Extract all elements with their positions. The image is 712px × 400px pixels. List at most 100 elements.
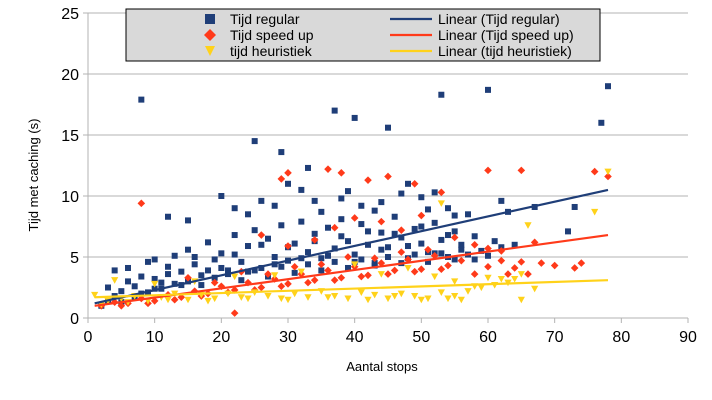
data-point <box>251 267 258 274</box>
data-point <box>570 264 579 272</box>
x-tick-label: 10 <box>146 329 164 346</box>
data-point <box>125 264 131 271</box>
data-point <box>357 289 365 296</box>
data-point <box>470 270 479 278</box>
data-point <box>185 217 191 224</box>
data-point <box>318 267 325 274</box>
legend-marker <box>204 29 216 41</box>
data-point <box>138 96 145 103</box>
data-point <box>271 202 278 209</box>
data-point <box>344 253 352 261</box>
data-point <box>365 241 371 248</box>
data-point <box>405 243 411 250</box>
data-point <box>311 230 318 237</box>
data-point <box>178 268 185 275</box>
data-point <box>485 86 491 93</box>
data-point <box>270 275 279 283</box>
data-point <box>171 252 178 259</box>
data-point <box>291 290 299 298</box>
data-point <box>431 273 439 281</box>
data-point <box>257 231 266 239</box>
data-point <box>191 261 198 268</box>
data-point <box>277 282 286 291</box>
legend-label: tijd heuristiek <box>230 43 313 59</box>
data-point <box>397 226 406 234</box>
data-point <box>151 280 159 288</box>
y-tick-labels: 0 5 10 15 20 25 <box>61 6 79 328</box>
data-point <box>205 239 211 246</box>
data-point <box>164 296 172 304</box>
data-point <box>331 293 339 300</box>
y-tick-label: 15 <box>61 128 79 145</box>
data-point <box>171 280 178 287</box>
data-point <box>244 295 252 303</box>
data-point <box>350 214 359 222</box>
data-point <box>598 119 605 126</box>
data-point <box>231 205 238 212</box>
data-point <box>410 267 419 276</box>
data-point <box>111 267 118 274</box>
data-point <box>264 293 272 300</box>
data-point <box>371 262 378 269</box>
data-point <box>524 222 532 229</box>
data-point <box>418 223 425 230</box>
data-point <box>345 264 351 271</box>
legend-label: Linear (tijd heuristiek) <box>438 43 572 59</box>
data-point <box>310 236 319 244</box>
data-point <box>517 271 525 278</box>
data-point <box>210 278 219 287</box>
y-tick-label: 0 <box>70 311 79 328</box>
data-point <box>385 254 391 260</box>
data-point <box>158 279 165 286</box>
data-point <box>131 283 138 290</box>
x-tick-label: 90 <box>679 329 697 346</box>
data-point <box>278 149 285 156</box>
data-point <box>411 225 418 232</box>
data-point <box>590 167 599 176</box>
data-point <box>258 241 265 248</box>
legend-label: Tijd regular <box>230 11 300 27</box>
data-point <box>384 172 392 181</box>
data-point <box>265 235 271 242</box>
data-point <box>571 203 578 210</box>
series-1 <box>98 83 611 309</box>
data-point <box>497 256 506 265</box>
data-point <box>511 275 519 283</box>
data-point <box>230 309 239 317</box>
data-point <box>444 261 452 270</box>
data-point <box>165 263 171 270</box>
data-point <box>251 227 258 234</box>
data-point <box>384 270 392 278</box>
data-point <box>258 264 265 271</box>
data-point <box>304 294 312 301</box>
data-point <box>451 212 458 219</box>
data-point <box>471 256 478 263</box>
data-point <box>438 236 445 243</box>
data-point <box>398 234 405 241</box>
data-point <box>258 197 265 204</box>
data-point <box>418 194 425 201</box>
data-point <box>298 218 305 225</box>
data-point <box>137 199 146 208</box>
data-point <box>438 91 445 98</box>
trendline <box>94 188 609 305</box>
data-point <box>417 296 425 304</box>
data-point <box>150 297 159 305</box>
x-axis-title: Aantal stops <box>346 359 418 374</box>
data-point <box>417 211 426 220</box>
data-point <box>524 270 532 278</box>
data-point <box>170 295 179 304</box>
data-point <box>504 270 512 278</box>
data-point <box>424 245 432 254</box>
data-point <box>337 169 346 177</box>
x-tick-label: 20 <box>212 329 230 346</box>
data-point <box>251 138 258 145</box>
data-point <box>437 200 445 207</box>
data-point <box>391 213 398 220</box>
data-point <box>271 272 279 279</box>
data-point <box>550 261 559 270</box>
data-point <box>211 295 219 303</box>
data-point <box>364 271 372 280</box>
y-tick-label: 5 <box>70 250 79 267</box>
